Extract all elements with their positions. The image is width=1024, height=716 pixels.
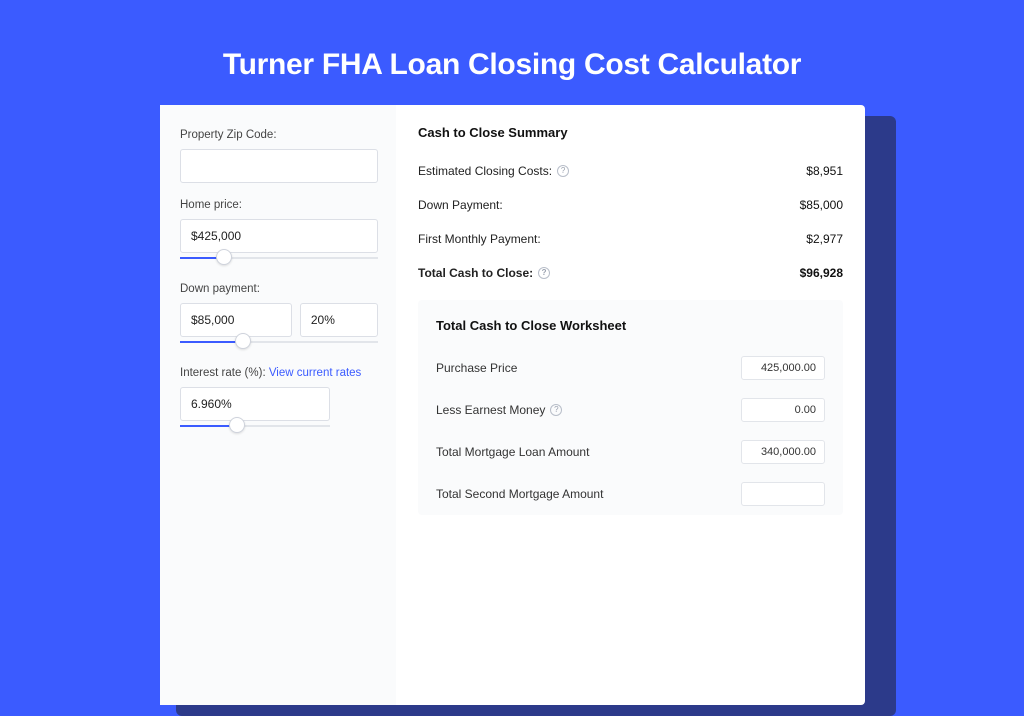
summary-panel: Cash to Close Summary Estimated Closing … — [396, 105, 865, 705]
zip-input[interactable] — [180, 149, 378, 183]
input-panel: Property Zip Code: Home price: Down paym… — [160, 105, 396, 705]
slider-thumb[interactable] — [235, 333, 251, 349]
help-icon[interactable]: ? — [550, 404, 562, 416]
worksheet-title: Total Cash to Close Worksheet — [436, 318, 825, 333]
slider-thumb[interactable] — [229, 417, 245, 433]
worksheet-panel: Total Cash to Close Worksheet Purchase P… — [418, 300, 843, 515]
summary-value: $2,977 — [806, 232, 843, 246]
summary-title: Cash to Close Summary — [418, 125, 843, 140]
down-payment-label: Down payment: — [180, 283, 378, 295]
down-payment-slider[interactable] — [180, 335, 378, 351]
worksheet-row: Total Mortgage Loan Amount 340,000.00 — [436, 431, 825, 473]
slider-fill — [180, 341, 243, 343]
worksheet-label-text: Total Second Mortgage Amount — [436, 487, 603, 501]
interest-label-text: Interest rate (%): — [180, 367, 266, 379]
home-price-slider[interactable] — [180, 251, 378, 267]
home-price-field-group: Home price: — [180, 199, 378, 267]
view-rates-link[interactable]: View current rates — [269, 367, 361, 379]
worksheet-value[interactable] — [741, 482, 825, 506]
interest-field-group: Interest rate (%): View current rates — [180, 367, 378, 435]
down-payment-input[interactable] — [180, 303, 292, 337]
zip-label: Property Zip Code: — [180, 129, 378, 141]
down-payment-percent-input[interactable] — [300, 303, 378, 337]
zip-field-group: Property Zip Code: — [180, 129, 378, 183]
summary-row-total: Total Cash to Close: ? $96,928 — [418, 256, 843, 290]
worksheet-label-text: Purchase Price — [436, 361, 517, 375]
page-title: Turner FHA Loan Closing Cost Calculator — [0, 0, 1024, 82]
help-icon[interactable]: ? — [557, 165, 569, 177]
summary-label-text: Down Payment: — [418, 198, 503, 212]
calculator-card: Property Zip Code: Home price: Down paym… — [160, 105, 865, 705]
summary-value: $96,928 — [800, 266, 843, 280]
summary-value: $8,951 — [806, 164, 843, 178]
worksheet-label-text: Total Mortgage Loan Amount — [436, 445, 589, 459]
worksheet-value[interactable]: 340,000.00 — [741, 440, 825, 464]
home-price-label: Home price: — [180, 199, 378, 211]
worksheet-value[interactable]: 425,000.00 — [741, 356, 825, 380]
worksheet-value[interactable]: 0.00 — [741, 398, 825, 422]
down-payment-field-group: Down payment: — [180, 283, 378, 351]
worksheet-row: Less Earnest Money ? 0.00 — [436, 389, 825, 431]
worksheet-row: Total Second Mortgage Amount — [436, 473, 825, 515]
summary-label-text: Total Cash to Close: — [418, 266, 533, 280]
worksheet-label-text: Less Earnest Money — [436, 403, 545, 417]
home-price-input[interactable] — [180, 219, 378, 253]
summary-label-text: First Monthly Payment: — [418, 232, 541, 246]
summary-row: Estimated Closing Costs: ? $8,951 — [418, 154, 843, 188]
interest-slider[interactable] — [180, 419, 330, 435]
interest-label: Interest rate (%): View current rates — [180, 367, 378, 379]
help-icon[interactable]: ? — [538, 267, 550, 279]
summary-label-text: Estimated Closing Costs: — [418, 164, 552, 178]
summary-row: Down Payment: $85,000 — [418, 188, 843, 222]
interest-input[interactable] — [180, 387, 330, 421]
slider-thumb[interactable] — [216, 249, 232, 265]
summary-row: First Monthly Payment: $2,977 — [418, 222, 843, 256]
worksheet-row: Purchase Price 425,000.00 — [436, 347, 825, 389]
summary-value: $85,000 — [800, 198, 843, 212]
